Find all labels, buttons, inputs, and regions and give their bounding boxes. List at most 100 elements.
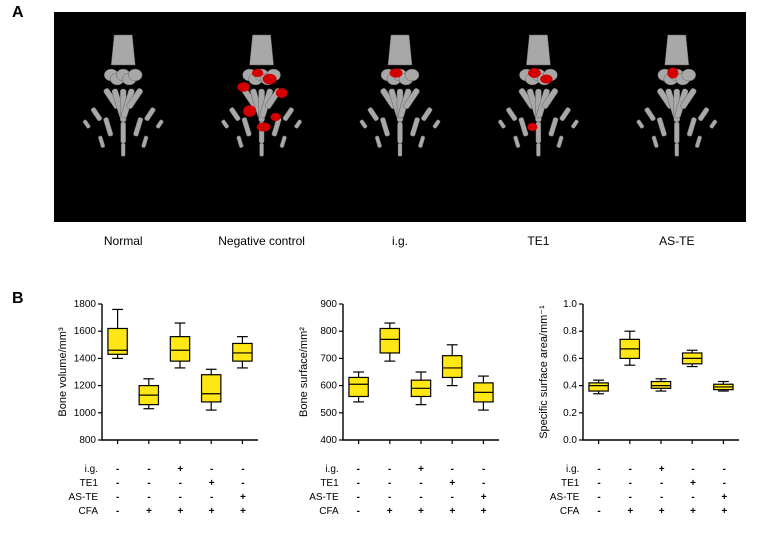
panel-a-label-4: AS-TE (608, 234, 746, 258)
treatment-cell: + (405, 506, 436, 517)
treatment-row: AS-TE----+ (295, 490, 506, 504)
treatment-cell: - (102, 492, 133, 503)
treatment-cell: - (583, 492, 614, 503)
treatment-cell: - (583, 464, 614, 475)
svg-text:1400: 1400 (74, 353, 97, 364)
svg-text:1200: 1200 (74, 381, 97, 392)
treatment-cell: + (227, 492, 258, 503)
treatment-cell: - (133, 478, 164, 489)
panel-a-svg (54, 12, 746, 222)
treatment-cell: + (165, 506, 196, 517)
treatment-cell: - (343, 478, 374, 489)
treatment-cell: - (646, 492, 677, 503)
treatment-row-label: AS-TE (54, 492, 102, 503)
treatment-row: i.g.--+-- (535, 462, 746, 476)
treatment-cell: - (343, 464, 374, 475)
treatment-cell: + (468, 492, 499, 503)
treatment-cell: - (677, 492, 708, 503)
svg-text:500: 500 (320, 408, 337, 419)
treatment-cell: - (343, 506, 374, 517)
treatment-row-label: TE1 (535, 478, 583, 489)
svg-text:0.8: 0.8 (563, 326, 577, 337)
treatment-cell: - (646, 478, 677, 489)
chart-col-1: 400500600700800900Bone surface/mm² i.g.-… (295, 298, 506, 518)
treatment-cell: + (133, 506, 164, 517)
treatment-cell: + (405, 464, 436, 475)
svg-text:Bone surface/mm²: Bone surface/mm² (298, 327, 310, 417)
svg-text:600: 600 (320, 381, 337, 392)
svg-text:Specific surface area/mm⁻¹: Specific surface area/mm⁻¹ (538, 305, 550, 439)
svg-text:1600: 1600 (74, 326, 97, 337)
treatment-cell: - (374, 478, 405, 489)
treatment-cell: - (468, 478, 499, 489)
treatment-row: i.g.--+-- (295, 462, 506, 476)
treatment-cell: + (227, 506, 258, 517)
treatment-cell: + (677, 506, 708, 517)
svg-text:400: 400 (320, 435, 337, 446)
panel-a-label-3: TE1 (469, 234, 607, 258)
treatment-cell: + (437, 478, 468, 489)
treatment-table-1: i.g.--+--TE1---+-AS-TE----+CFA-++++ (295, 462, 506, 518)
treatment-row: AS-TE----+ (535, 490, 746, 504)
treatment-cell: - (227, 464, 258, 475)
panel-a-label-1: Negative control (192, 234, 330, 258)
treatment-row: TE1---+- (535, 476, 746, 490)
panel-b-label: B (12, 290, 24, 308)
treatment-row: TE1---+- (54, 476, 265, 490)
treatment-cell: + (165, 464, 196, 475)
svg-text:0.6: 0.6 (563, 353, 577, 364)
svg-text:700: 700 (320, 353, 337, 364)
svg-text:800: 800 (79, 435, 96, 446)
chart-col-0: 80010001200140016001800Bone volume/mm³ i… (54, 298, 265, 518)
treatment-cell: + (374, 506, 405, 517)
treatment-cell: - (437, 464, 468, 475)
treatment-row: i.g.--+-- (54, 462, 265, 476)
treatment-row-label: TE1 (54, 478, 102, 489)
box-chart-1: 400 500 600 700 800 900 Bone surface/mm² (295, 298, 505, 448)
treatment-cell: + (709, 506, 740, 517)
svg-text:1800: 1800 (74, 299, 97, 310)
treatment-cell: - (405, 478, 436, 489)
treatment-cell: - (468, 464, 499, 475)
treatment-row-label: CFA (295, 506, 343, 517)
treatment-cell: - (165, 492, 196, 503)
svg-text:0.4: 0.4 (563, 381, 577, 392)
treatment-cell: - (165, 478, 196, 489)
svg-text:800: 800 (320, 326, 337, 337)
treatment-cell: + (646, 464, 677, 475)
treatment-cell: - (709, 478, 740, 489)
treatment-cell: - (405, 492, 436, 503)
panel-a-label: A (12, 4, 24, 22)
treatment-cell: - (102, 506, 133, 517)
treatment-row-label: TE1 (295, 478, 343, 489)
svg-text:1.0: 1.0 (563, 299, 577, 310)
treatment-cell: - (615, 464, 646, 475)
treatment-cell: - (583, 478, 614, 489)
treatment-cell: + (437, 506, 468, 517)
treatment-cell: - (196, 464, 227, 475)
treatment-cell: + (709, 492, 740, 503)
treatment-row: TE1---+- (295, 476, 506, 490)
treatment-cell: - (374, 464, 405, 475)
treatment-row-label: i.g. (54, 464, 102, 475)
treatment-row-label: i.g. (295, 464, 343, 475)
treatment-cell: - (583, 506, 614, 517)
svg-text:0.2: 0.2 (563, 408, 577, 419)
treatment-cell: - (437, 492, 468, 503)
svg-text:900: 900 (320, 299, 337, 310)
treatment-cell: - (227, 478, 258, 489)
treatment-row-label: AS-TE (535, 492, 583, 503)
treatment-row-label: i.g. (535, 464, 583, 475)
treatment-cell: - (102, 478, 133, 489)
box-chart-0: 80010001200140016001800Bone volume/mm³ (54, 298, 264, 448)
svg-text:Bone volume/mm³: Bone volume/mm³ (57, 327, 69, 417)
treatment-table-2: i.g.--+--TE1---+-AS-TE----+CFA-++++ (535, 462, 746, 518)
treatment-cell: + (615, 506, 646, 517)
box-chart-2: 0.00.20.40.60.81.0Specific surface area/… (535, 298, 745, 448)
panel-a-labels-row: Normal Negative control i.g. TE1 AS-TE (54, 234, 746, 258)
treatment-row-label: CFA (535, 506, 583, 517)
treatment-cell: - (374, 492, 405, 503)
treatment-row-label: AS-TE (295, 492, 343, 503)
treatment-cell: - (677, 464, 708, 475)
treatment-cell: - (615, 478, 646, 489)
